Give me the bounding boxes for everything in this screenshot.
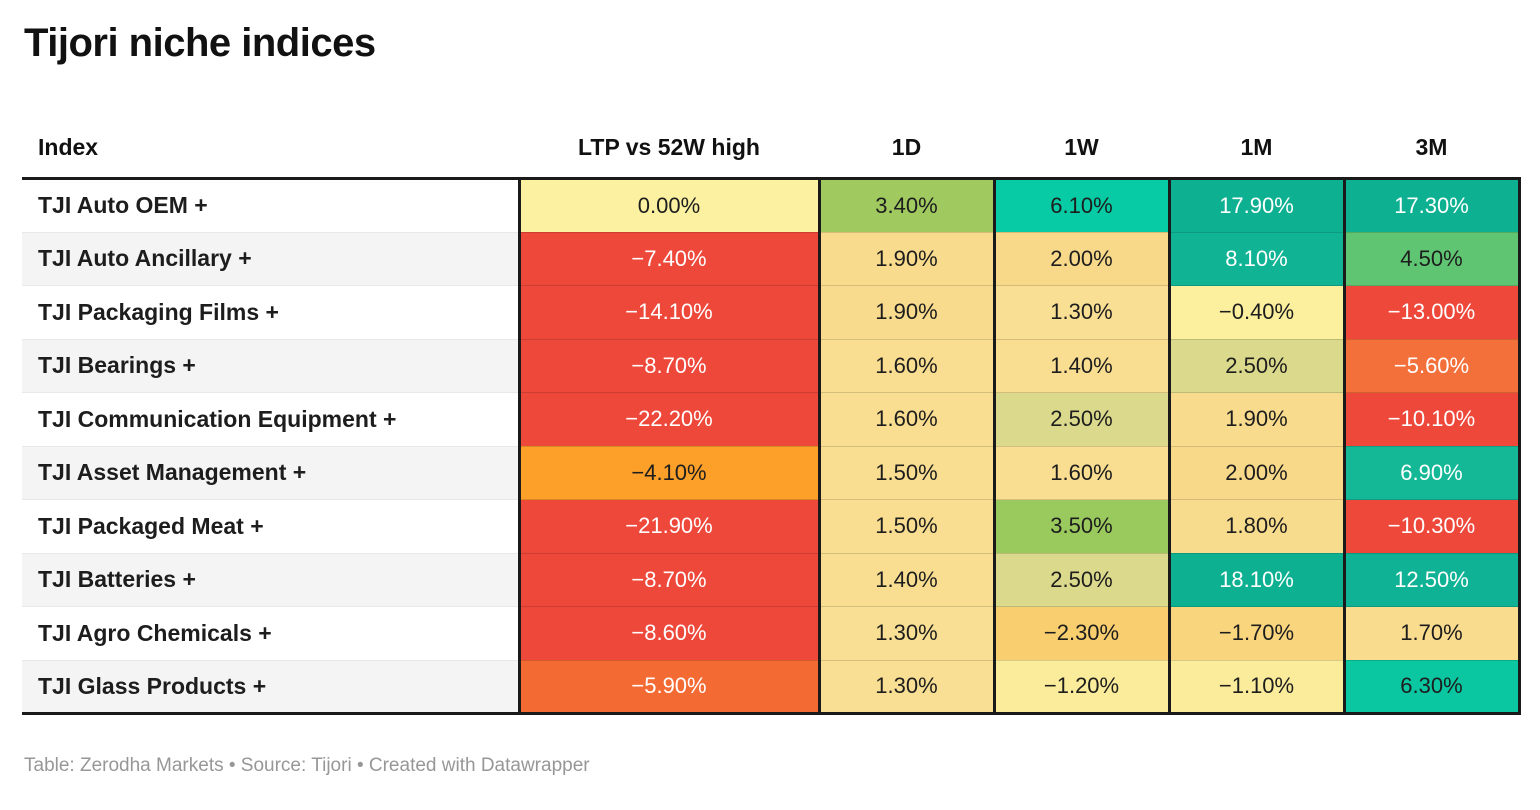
1w-cell: −2.30% — [992, 606, 1169, 660]
1m-cell: 2.00% — [1167, 445, 1344, 500]
table-header: Index LTP vs 52W high 1D 1W 1M 3M — [22, 92, 1519, 180]
ltp-vs-52w-high-cell: −8.60% — [517, 606, 819, 660]
ltp-vs-52w-high-cell: −8.70% — [517, 552, 819, 607]
attribution-footer: Table: Zerodha Markets • Source: Tijori … — [24, 755, 590, 776]
1d-cell: 1.90% — [817, 231, 994, 286]
table-row: TJI Packaged Meat + −21.90% 1.50% 3.50% … — [22, 499, 1521, 553]
table-row: TJI Bearings + −8.70% 1.60% 1.40% 2.50% … — [22, 338, 1521, 393]
column-header-index: Index — [22, 92, 519, 180]
1m-cell: −1.10% — [1167, 659, 1344, 715]
1w-cell: 2.00% — [992, 231, 1169, 286]
table-row: TJI Agro Chemicals + −8.60% 1.30% −2.30%… — [22, 606, 1521, 660]
page-title: Tijori niche indices — [24, 21, 376, 65]
index-name-cell[interactable]: TJI Packaged Meat + — [22, 499, 519, 553]
1w-cell: 3.50% — [992, 499, 1169, 553]
column-header-1m: 1M — [1169, 92, 1344, 180]
3m-cell: 6.30% — [1342, 659, 1521, 715]
column-header-1w: 1W — [994, 92, 1169, 180]
1d-cell: 1.30% — [817, 606, 994, 660]
1w-cell: 6.10% — [992, 178, 1169, 232]
table-row: TJI Glass Products + −5.90% 1.30% −1.20%… — [22, 659, 1521, 715]
1d-cell: 1.50% — [817, 499, 994, 553]
column-header-3m: 3M — [1344, 92, 1519, 180]
index-name-cell[interactable]: TJI Communication Equipment + — [22, 392, 519, 446]
table-row: TJI Communication Equipment + −22.20% 1.… — [22, 392, 1521, 446]
1m-cell: 1.90% — [1167, 392, 1344, 446]
3m-cell: 4.50% — [1342, 231, 1521, 286]
1w-cell: 1.30% — [992, 285, 1169, 339]
ltp-vs-52w-high-cell: −5.90% — [517, 659, 819, 715]
1m-cell: −1.70% — [1167, 606, 1344, 660]
3m-cell: 12.50% — [1342, 552, 1521, 607]
3m-cell: −10.10% — [1342, 392, 1521, 446]
index-name-cell[interactable]: TJI Batteries + — [22, 552, 519, 607]
index-name-cell[interactable]: TJI Auto Ancillary + — [22, 231, 519, 286]
column-header-1d: 1D — [819, 92, 994, 180]
3m-cell: −10.30% — [1342, 499, 1521, 553]
1w-cell: 2.50% — [992, 392, 1169, 446]
ltp-vs-52w-high-cell: −21.90% — [517, 499, 819, 553]
table-row: TJI Auto Ancillary + −7.40% 1.90% 2.00% … — [22, 231, 1521, 286]
3m-cell: −5.60% — [1342, 338, 1521, 393]
index-name-cell[interactable]: TJI Agro Chemicals + — [22, 606, 519, 660]
3m-cell: 17.30% — [1342, 178, 1521, 232]
1m-cell: 1.80% — [1167, 499, 1344, 553]
table-row: TJI Batteries + −8.70% 1.40% 2.50% 18.10… — [22, 552, 1521, 607]
1m-cell: 18.10% — [1167, 552, 1344, 607]
1m-cell: 2.50% — [1167, 338, 1344, 393]
1m-cell: 8.10% — [1167, 231, 1344, 286]
1d-cell: 1.40% — [817, 552, 994, 607]
1w-cell: 1.40% — [992, 338, 1169, 393]
index-name-cell[interactable]: TJI Glass Products + — [22, 659, 519, 715]
table-row: TJI Asset Management + −4.10% 1.50% 1.60… — [22, 445, 1521, 500]
3m-cell: 1.70% — [1342, 606, 1521, 660]
3m-cell: 6.90% — [1342, 445, 1521, 500]
1d-cell: 1.30% — [817, 659, 994, 715]
1d-cell: 1.50% — [817, 445, 994, 500]
1m-cell: −0.40% — [1167, 285, 1344, 339]
table-row: TJI Auto OEM + 0.00% 3.40% 6.10% 17.90% … — [22, 178, 1521, 232]
1w-cell: 2.50% — [992, 552, 1169, 607]
1d-cell: 1.60% — [817, 338, 994, 393]
index-name-cell[interactable]: TJI Packaging Films + — [22, 285, 519, 339]
1d-cell: 3.40% — [817, 178, 994, 232]
page: Tijori niche indices Index LTP vs 52W hi… — [0, 20, 1540, 777]
index-name-cell[interactable]: TJI Auto OEM + — [22, 178, 519, 232]
1w-cell: 1.60% — [992, 445, 1169, 500]
ltp-vs-52w-high-cell: −22.20% — [517, 392, 819, 446]
ltp-vs-52w-high-cell: −4.10% — [517, 445, 819, 500]
ltp-vs-52w-high-cell: −8.70% — [517, 338, 819, 393]
ltp-vs-52w-high-cell: −14.10% — [517, 285, 819, 339]
3m-cell: −13.00% — [1342, 285, 1521, 339]
table-row: TJI Packaging Films + −14.10% 1.90% 1.30… — [22, 285, 1521, 339]
table-body: TJI Auto OEM + 0.00% 3.40% 6.10% 17.90% … — [22, 178, 1521, 715]
1d-cell: 1.90% — [817, 285, 994, 339]
indices-table: Index LTP vs 52W high 1D 1W 1M 3M TJI Au… — [22, 92, 1521, 715]
1d-cell: 1.60% — [817, 392, 994, 446]
header-row: Index LTP vs 52W high 1D 1W 1M 3M — [22, 92, 1519, 180]
column-header-ltp-vs-52w-high: LTP vs 52W high — [519, 92, 819, 180]
index-name-cell[interactable]: TJI Bearings + — [22, 338, 519, 393]
1w-cell: −1.20% — [992, 659, 1169, 715]
ltp-vs-52w-high-cell: 0.00% — [517, 178, 819, 232]
ltp-vs-52w-high-cell: −7.40% — [517, 231, 819, 286]
1m-cell: 17.90% — [1167, 178, 1344, 232]
index-name-cell[interactable]: TJI Asset Management + — [22, 445, 519, 500]
